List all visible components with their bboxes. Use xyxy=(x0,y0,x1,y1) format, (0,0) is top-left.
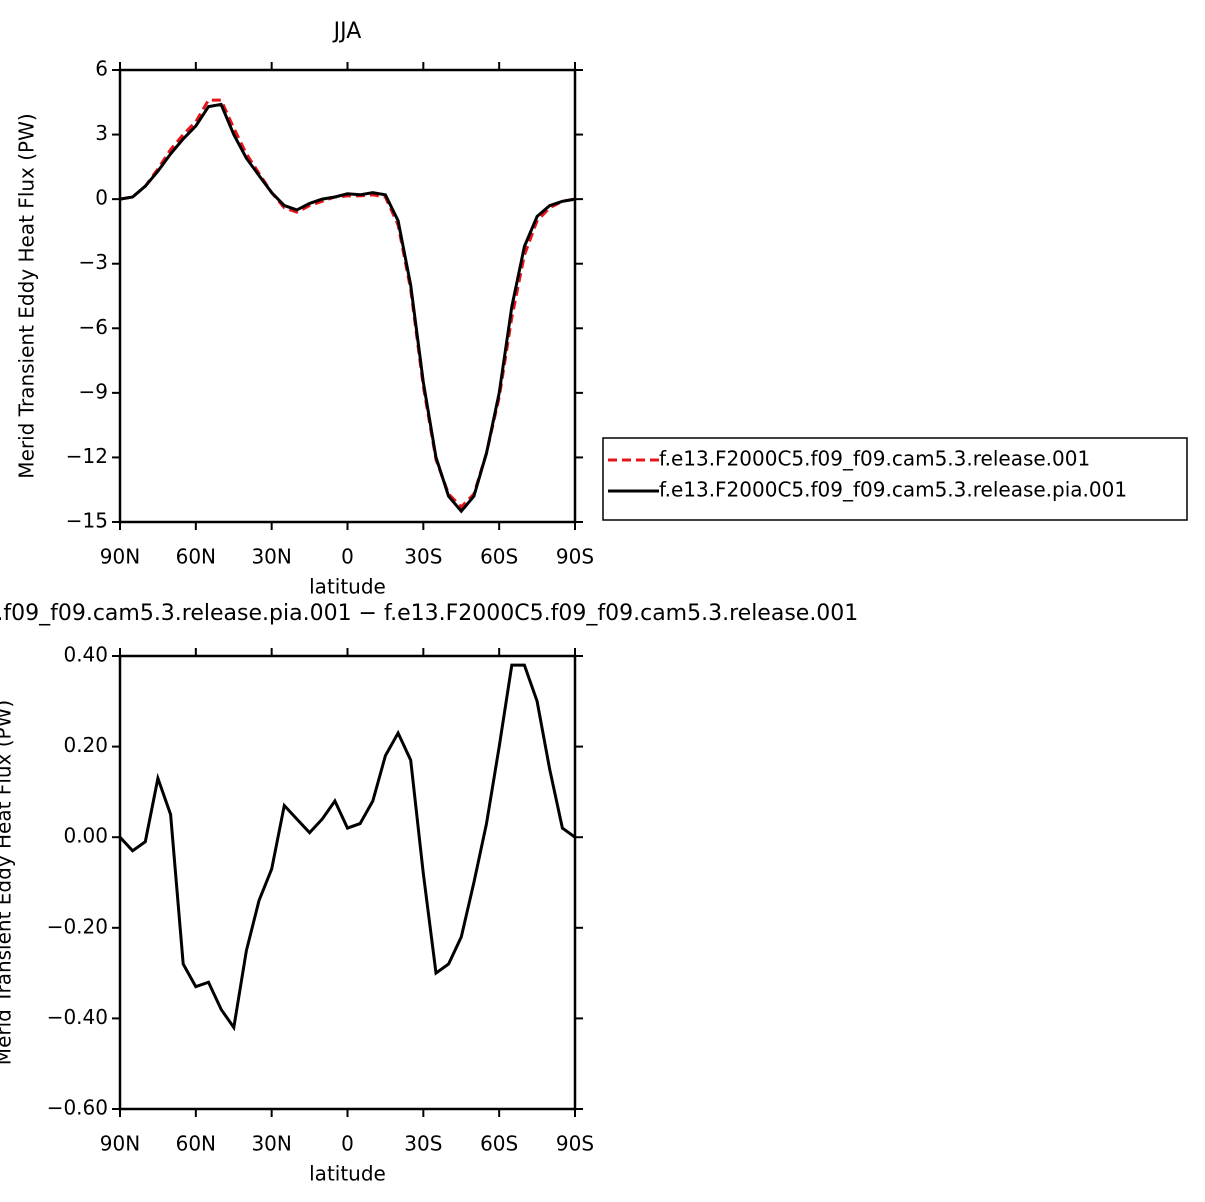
y-tick-label: −6 xyxy=(79,315,108,339)
y-tick-label: 6 xyxy=(95,57,108,81)
x-tick-label: 90N xyxy=(100,545,140,569)
legend-label: f.e13.F2000C5.f09_f09.cam5.3.release.pia… xyxy=(659,478,1127,502)
x-tick-label: 60N xyxy=(176,545,216,569)
x-axis-label: latitude xyxy=(309,575,386,599)
x-tick-label: 60S xyxy=(480,1132,518,1156)
y-tick-label: −0.40 xyxy=(47,1005,108,1029)
data-line xyxy=(119,98,576,510)
plot-frame xyxy=(118,68,577,524)
y-tick-label: 0 xyxy=(95,186,108,210)
y-tick-label: 0.40 xyxy=(63,643,108,667)
x-axis-label: latitude xyxy=(309,1162,386,1186)
chart-title: JJA xyxy=(332,19,362,44)
y-axis-label: Merid Transient Eddy Heat Flux (PW) xyxy=(0,700,16,1065)
y-tick-label: 0.20 xyxy=(63,733,108,757)
x-tick-label: 60S xyxy=(480,545,518,569)
x-tick-label: 30N xyxy=(251,545,291,569)
y-tick-label: 0.00 xyxy=(63,824,108,848)
x-tick-label: 30N xyxy=(251,1132,291,1156)
y-tick-label: 3 xyxy=(95,121,108,145)
x-tick-label: 90S xyxy=(556,545,594,569)
y-tick-label: −0.20 xyxy=(47,914,108,938)
x-tick-label: 30S xyxy=(404,545,442,569)
legend-box xyxy=(602,437,1188,521)
x-tick-label: 0 xyxy=(341,545,354,569)
y-tick-label: −3 xyxy=(79,250,108,274)
y-tick-label: −12 xyxy=(66,444,108,468)
plot-frame xyxy=(118,654,577,1111)
x-tick-label: 0 xyxy=(341,1132,354,1156)
x-tick-label: 30S xyxy=(404,1132,442,1156)
y-tick-label: −0.60 xyxy=(47,1096,108,1120)
data-line xyxy=(118,663,576,1032)
legend-label: f.e13.F2000C5.f09_f09.cam5.3.release.001 xyxy=(659,447,1090,471)
y-tick-label: −15 xyxy=(66,509,108,533)
data-line xyxy=(119,102,576,514)
chart-title: f.e13.F2000C5.f09_f09.cam5.3.release.pia… xyxy=(0,601,858,626)
y-tick-label: −9 xyxy=(79,379,108,403)
x-tick-label: 90N xyxy=(100,1132,140,1156)
x-tick-label: 90S xyxy=(556,1132,594,1156)
y-axis-label: Merid Transient Eddy Heat Flux (PW) xyxy=(15,113,39,478)
x-tick-label: 60N xyxy=(176,1132,216,1156)
